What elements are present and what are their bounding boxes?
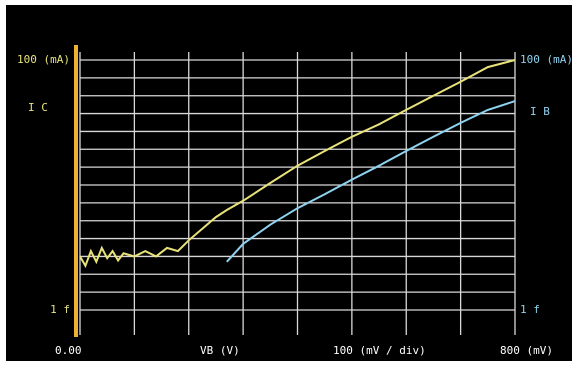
screen	[6, 5, 572, 361]
y2-axis-label: I B	[530, 105, 550, 118]
axis-bar	[74, 45, 78, 337]
x-axis-label: VB (V)	[200, 344, 240, 357]
chart: I C I B VB (V) 100 (mV / div) 100 (mA) 1 …	[0, 0, 578, 366]
y2-tick-label: 1 f	[520, 303, 540, 316]
y-tick-label: 1 f	[50, 303, 70, 316]
y2-tick-label: 100 (mA)	[520, 53, 573, 66]
x-tick-label: 800 (mV)	[500, 344, 553, 357]
annotation: 100 (mV / div)	[333, 344, 426, 357]
x-tick-label: 0.00	[55, 344, 82, 357]
page: I C I B VB (V) 100 (mV / div) 100 (mA) 1 …	[0, 0, 578, 366]
y-axis-label: I C	[28, 101, 48, 114]
y-tick-label: 100 (mA)	[17, 53, 70, 66]
